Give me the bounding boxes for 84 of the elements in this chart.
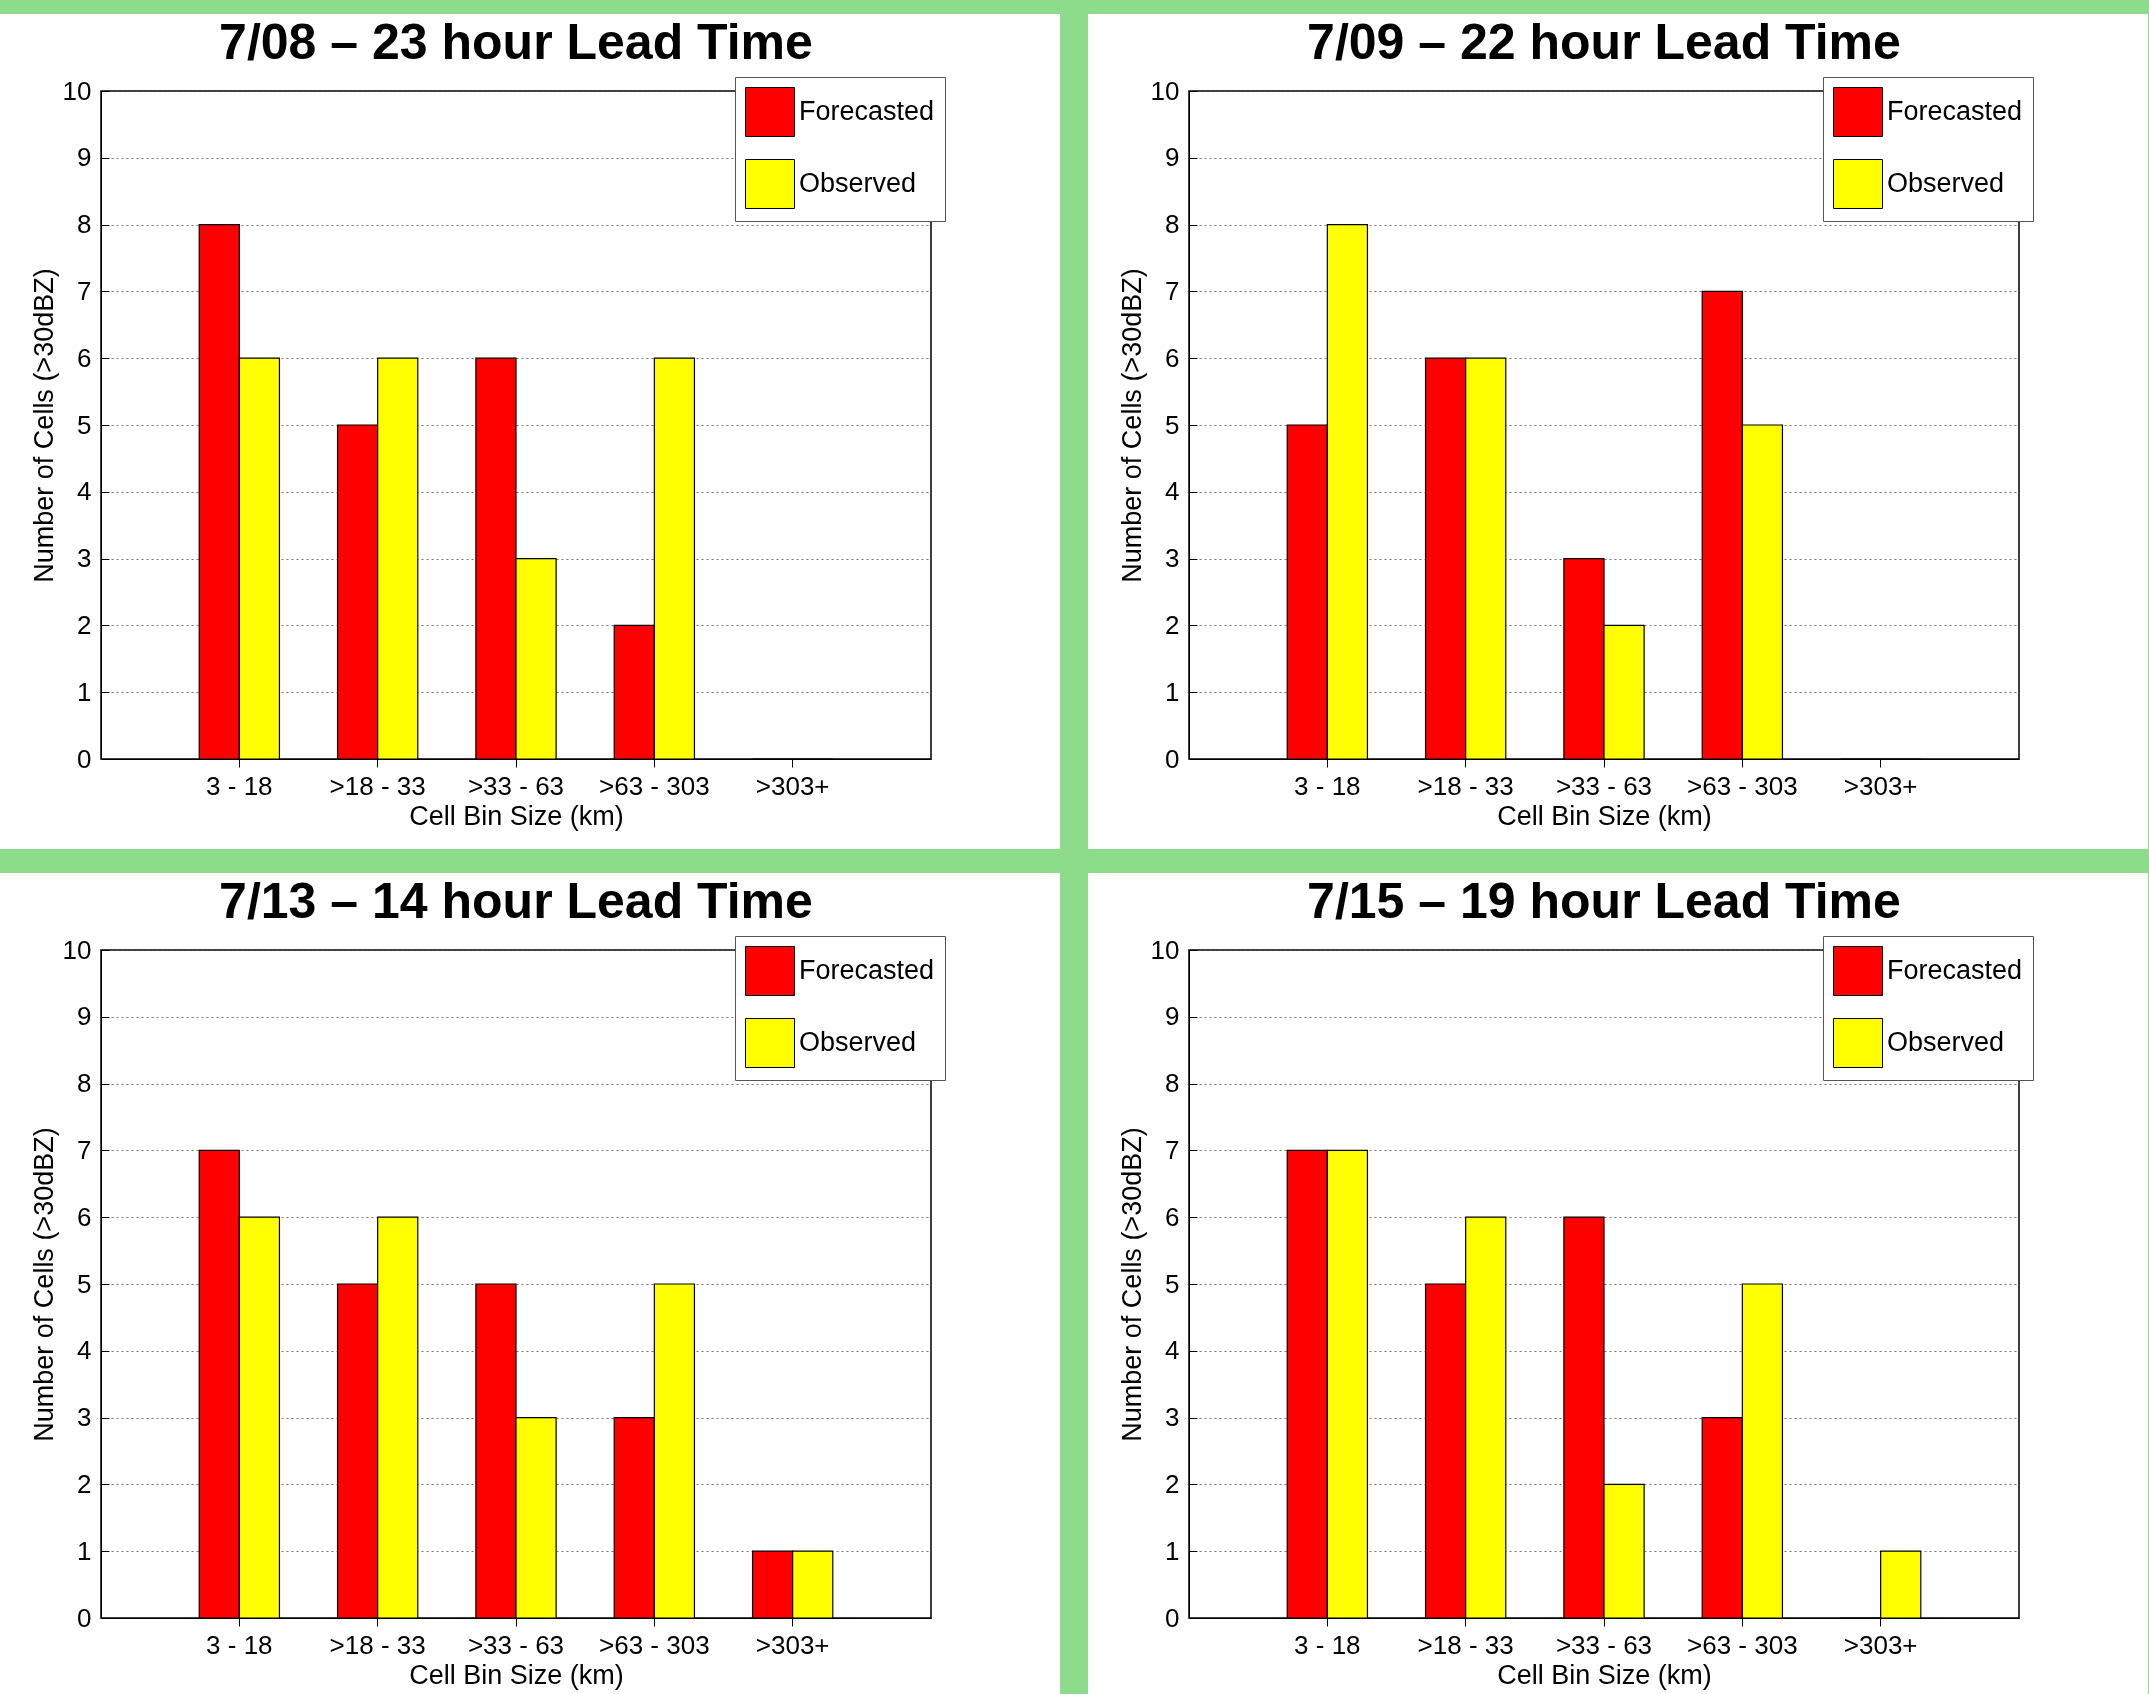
y-tick-label: 10 (62, 934, 92, 965)
y-tick-label: 1 (1165, 676, 1180, 707)
y-tick-label: 3 (1165, 1402, 1180, 1433)
chart-title: 7/13 – 14 hour Lead Time (219, 872, 813, 929)
y-tick-label: 6 (77, 342, 92, 373)
x-tick-label: >303+ (755, 1629, 830, 1660)
x-tick-label: >18 - 33 (329, 770, 426, 801)
y-tick-label: 2 (1165, 609, 1180, 640)
x-tick-label: >18 - 33 (1417, 1629, 1514, 1660)
x-tick-label: 3 - 18 (206, 770, 273, 801)
x-tick-label: >63 - 303 (599, 1629, 710, 1660)
x-tick-label: >18 - 33 (329, 1629, 426, 1660)
x-tick-label: >33 - 63 (1555, 770, 1653, 801)
legend-label: Forecasted (1887, 955, 2023, 985)
y-tick-label: 10 (1150, 934, 1180, 965)
chart-title: 7/15 – 19 hour Lead Time (1307, 872, 1901, 929)
y-tick-label: 1 (77, 676, 92, 707)
y-tick-label: 7 (1165, 1134, 1180, 1165)
x-axis-title: Cell Bin Size (km) (1497, 1659, 1712, 1690)
y-tick-label: 9 (77, 1001, 92, 1032)
y-axis-title: Number of Cells (>30dBZ) (1116, 1127, 1147, 1442)
y-tick-label: 7 (77, 1134, 92, 1165)
legend-label: Observed (799, 1027, 917, 1057)
y-axis-title: Number of Cells (>30dBZ) (1116, 268, 1147, 583)
y-tick-label: 3 (77, 1402, 92, 1433)
y-tick-label: 9 (1165, 142, 1180, 173)
y-tick-label: 0 (77, 743, 92, 774)
y-tick-label: 2 (77, 609, 92, 640)
x-tick-label: >33 - 63 (467, 770, 565, 801)
y-tick-label: 5 (1165, 1268, 1180, 1299)
y-tick-label: 4 (77, 476, 92, 507)
y-tick-label: 1 (77, 1535, 92, 1566)
legend-label: Forecasted (1887, 96, 2023, 126)
x-tick-label: >18 - 33 (1417, 770, 1514, 801)
legend-label: Forecasted (799, 96, 935, 126)
y-tick-label: 1 (1165, 1535, 1180, 1566)
y-tick-label: 0 (1165, 743, 1180, 774)
y-tick-label: 4 (1165, 1335, 1180, 1366)
y-tick-label: 2 (77, 1468, 92, 1499)
legend-label: Observed (799, 168, 917, 198)
y-tick-label: 7 (1165, 275, 1180, 306)
y-tick-label: 2 (1165, 1468, 1180, 1499)
y-tick-label: 3 (77, 543, 92, 574)
y-axis-title: Number of Cells (>30dBZ) (28, 1127, 59, 1442)
y-tick-label: 4 (77, 1335, 92, 1366)
y-tick-label: 9 (1165, 1001, 1180, 1032)
y-axis-title: Number of Cells (>30dBZ) (28, 268, 59, 583)
x-tick-label: 3 - 18 (1294, 1629, 1361, 1660)
x-tick-label: >63 - 303 (1687, 1629, 1798, 1660)
y-tick-label: 8 (1165, 209, 1180, 240)
y-tick-label: 5 (1165, 409, 1180, 440)
x-tick-label: 3 - 18 (206, 1629, 273, 1660)
chart-title: 7/09 – 22 hour Lead Time (1307, 13, 1901, 70)
y-tick-label: 7 (77, 275, 92, 306)
x-tick-label: >63 - 303 (599, 770, 710, 801)
x-axis-title: Cell Bin Size (km) (1497, 800, 1712, 831)
x-axis-title: Cell Bin Size (km) (409, 1659, 624, 1690)
y-tick-label: 6 (1165, 1201, 1180, 1232)
x-axis-title: Cell Bin Size (km) (409, 800, 624, 831)
y-tick-label: 8 (77, 209, 92, 240)
y-tick-label: 10 (1150, 75, 1180, 106)
x-tick-label: >303+ (755, 770, 830, 801)
x-tick-label: >33 - 63 (1555, 1629, 1653, 1660)
y-tick-label: 6 (1165, 342, 1180, 373)
y-tick-label: 9 (77, 142, 92, 173)
x-tick-label: 3 - 18 (1294, 770, 1361, 801)
y-tick-label: 4 (1165, 476, 1180, 507)
x-tick-label: >303+ (1843, 770, 1918, 801)
x-tick-label: >33 - 63 (467, 1629, 565, 1660)
y-tick-label: 0 (77, 1602, 92, 1633)
chart-title: 7/08 – 23 hour Lead Time (219, 13, 813, 70)
y-tick-label: 5 (77, 409, 92, 440)
legend-label: Forecasted (799, 955, 935, 985)
y-tick-label: 8 (77, 1068, 92, 1099)
y-tick-label: 6 (77, 1201, 92, 1232)
y-tick-label: 10 (62, 75, 92, 106)
legend-label: Observed (1887, 168, 2005, 198)
y-tick-label: 5 (77, 1268, 92, 1299)
x-tick-label: >303+ (1843, 1629, 1918, 1660)
legend-label: Observed (1887, 1027, 2005, 1057)
x-tick-label: >63 - 303 (1687, 770, 1798, 801)
y-tick-label: 0 (1165, 1602, 1180, 1633)
y-tick-label: 8 (1165, 1068, 1180, 1099)
y-tick-label: 3 (1165, 543, 1180, 574)
